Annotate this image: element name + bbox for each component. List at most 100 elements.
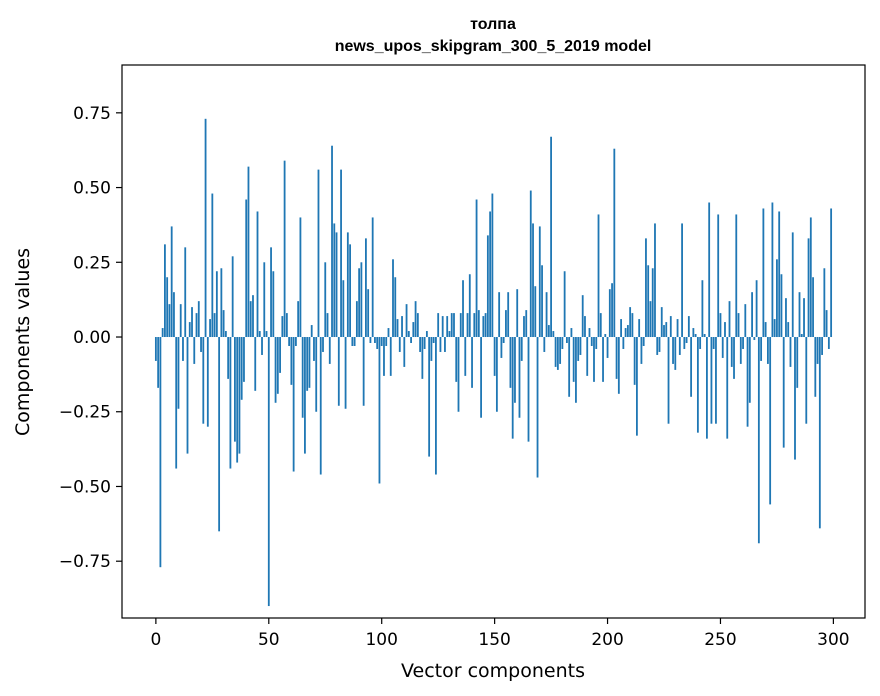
bar-13 xyxy=(184,247,187,338)
bar-203 xyxy=(613,148,616,338)
bar-69 xyxy=(310,325,313,338)
bar-178 xyxy=(556,337,559,370)
bar-194 xyxy=(593,337,595,382)
bar-206 xyxy=(620,319,622,338)
bar-91 xyxy=(360,262,363,338)
bar-259 xyxy=(739,337,742,364)
bar-256 xyxy=(733,337,735,379)
bar-181 xyxy=(563,271,566,338)
bar-1 xyxy=(157,337,160,388)
bar-261 xyxy=(744,304,747,338)
bar-239 xyxy=(694,334,697,338)
bar-70 xyxy=(313,337,315,361)
plot-frame xyxy=(121,64,866,619)
bar-74 xyxy=(322,337,324,352)
bar-188 xyxy=(579,337,582,355)
bar-100 xyxy=(380,337,383,346)
bar-64 xyxy=(299,217,302,338)
bar-50 xyxy=(267,337,270,607)
bar-234 xyxy=(683,337,686,349)
bar-179 xyxy=(559,337,562,364)
bar-223 xyxy=(658,337,661,352)
bar-65 xyxy=(301,337,304,418)
bar-246 xyxy=(710,337,713,424)
bar-192 xyxy=(588,328,591,338)
bar-216 xyxy=(642,337,645,346)
x-tick-label: 200 xyxy=(591,630,623,650)
bar-3 xyxy=(161,328,164,338)
bar-18 xyxy=(195,313,198,338)
bar-229 xyxy=(672,337,674,364)
chart-subtitle: news_upos_skipgram_300_5_2019 model xyxy=(335,38,652,55)
bar-89 xyxy=(355,301,358,338)
bar-166 xyxy=(529,190,532,338)
bar-103 xyxy=(387,328,390,338)
bar-288 xyxy=(805,337,808,424)
bar-24 xyxy=(209,319,211,338)
bar-257 xyxy=(735,214,738,338)
bar-277 xyxy=(780,274,783,338)
bar-272 xyxy=(769,337,772,505)
bar-273 xyxy=(771,202,774,338)
bar-213 xyxy=(636,337,638,436)
bar-122 xyxy=(430,337,433,361)
y-tick-label: 0.50 xyxy=(73,179,111,199)
bar-142 xyxy=(475,199,478,338)
bar-35 xyxy=(234,337,236,442)
bar-12 xyxy=(182,337,184,361)
bar-155 xyxy=(505,310,507,338)
bar-291 xyxy=(812,277,814,338)
bar-280 xyxy=(787,322,790,338)
bar-0 xyxy=(154,337,157,361)
bar-289 xyxy=(807,238,810,338)
bar-45 xyxy=(256,211,259,338)
bar-107 xyxy=(396,319,399,338)
bar-148 xyxy=(489,211,492,338)
bar-134 xyxy=(457,337,460,412)
bar-125 xyxy=(437,313,440,338)
bar-109 xyxy=(401,316,403,338)
bar-124 xyxy=(435,337,437,475)
bar-170 xyxy=(538,226,541,338)
bar-15 xyxy=(188,322,191,338)
bar-153 xyxy=(500,337,503,358)
bar-187 xyxy=(577,337,580,361)
bar-235 xyxy=(685,337,688,343)
bar-75 xyxy=(324,262,327,338)
bar-195 xyxy=(595,337,598,349)
bar-267 xyxy=(757,337,760,544)
bar-29 xyxy=(220,268,223,338)
bar-214 xyxy=(638,319,641,338)
x-tick-label: 300 xyxy=(817,630,849,650)
bar-270 xyxy=(764,322,767,338)
bar-132 xyxy=(453,313,455,338)
bar-58 xyxy=(285,313,288,338)
bar-225 xyxy=(663,325,665,338)
bar-252 xyxy=(724,322,726,338)
bar-227 xyxy=(667,337,670,424)
bar-171 xyxy=(541,265,543,338)
bar-110 xyxy=(403,337,406,367)
bar-253 xyxy=(726,337,729,439)
bar-183 xyxy=(568,337,571,397)
bar-37 xyxy=(238,337,241,454)
bar-189 xyxy=(581,295,584,338)
bar-160 xyxy=(516,289,519,338)
bar-274 xyxy=(773,319,776,338)
bar-210 xyxy=(629,307,632,338)
bar-81 xyxy=(337,337,340,406)
bar-233 xyxy=(681,223,683,338)
bar-283 xyxy=(794,337,796,460)
y-tick-label: 0.75 xyxy=(73,104,111,124)
bar-177 xyxy=(554,337,557,367)
bar-2 xyxy=(159,337,162,568)
bar-231 xyxy=(676,319,679,338)
bar-182 xyxy=(565,337,568,343)
bar-198 xyxy=(602,337,604,382)
bar-104 xyxy=(389,337,392,376)
bar-108 xyxy=(398,337,401,352)
bar-184 xyxy=(570,328,573,338)
bar-205 xyxy=(617,337,620,394)
bar-90 xyxy=(358,268,361,338)
bar-276 xyxy=(778,211,781,338)
